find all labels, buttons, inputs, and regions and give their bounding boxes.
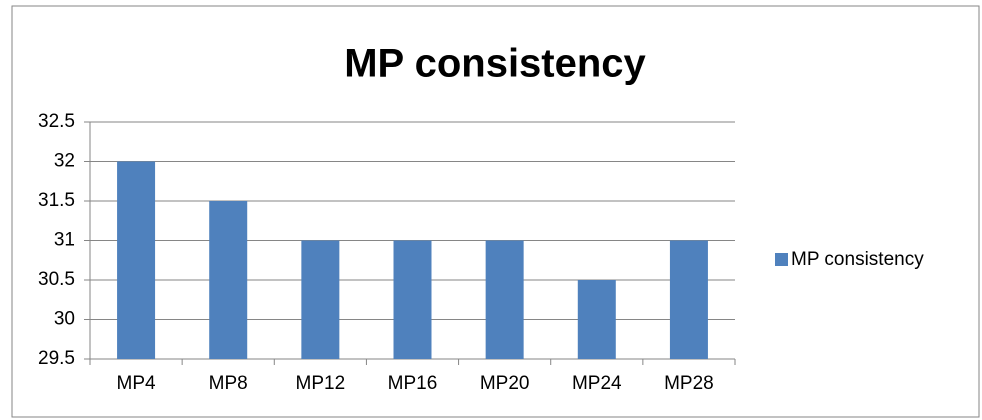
- x-tick-label: MP12: [296, 373, 346, 394]
- x-tick-label: MP8: [209, 373, 248, 394]
- y-tick-label: 32: [54, 151, 75, 172]
- bar: [577, 280, 616, 359]
- legend-label: MP consistency: [791, 249, 924, 270]
- bar: [117, 161, 156, 359]
- bar: [669, 240, 708, 359]
- x-tick-label: MP4: [117, 373, 157, 394]
- y-tick-label: 31: [54, 230, 75, 251]
- bar: [301, 240, 340, 359]
- y-tick-label: 30: [54, 309, 75, 330]
- y-tick-label: 32.5: [38, 111, 75, 132]
- legend-swatch: [775, 253, 788, 266]
- x-tick-label: MP20: [480, 373, 530, 394]
- y-tick-label: 30.5: [38, 269, 75, 290]
- x-tick-label: MP28: [664, 373, 714, 394]
- x-tick-label: MP24: [572, 373, 622, 394]
- chart-title: MP consistency: [344, 42, 646, 86]
- x-tick-label: MP16: [388, 373, 438, 394]
- y-tick-label: 31.5: [38, 190, 75, 211]
- y-tick-label: 29.5: [38, 348, 75, 369]
- bar: [485, 240, 524, 359]
- bar: [209, 201, 248, 359]
- bar: [393, 240, 432, 359]
